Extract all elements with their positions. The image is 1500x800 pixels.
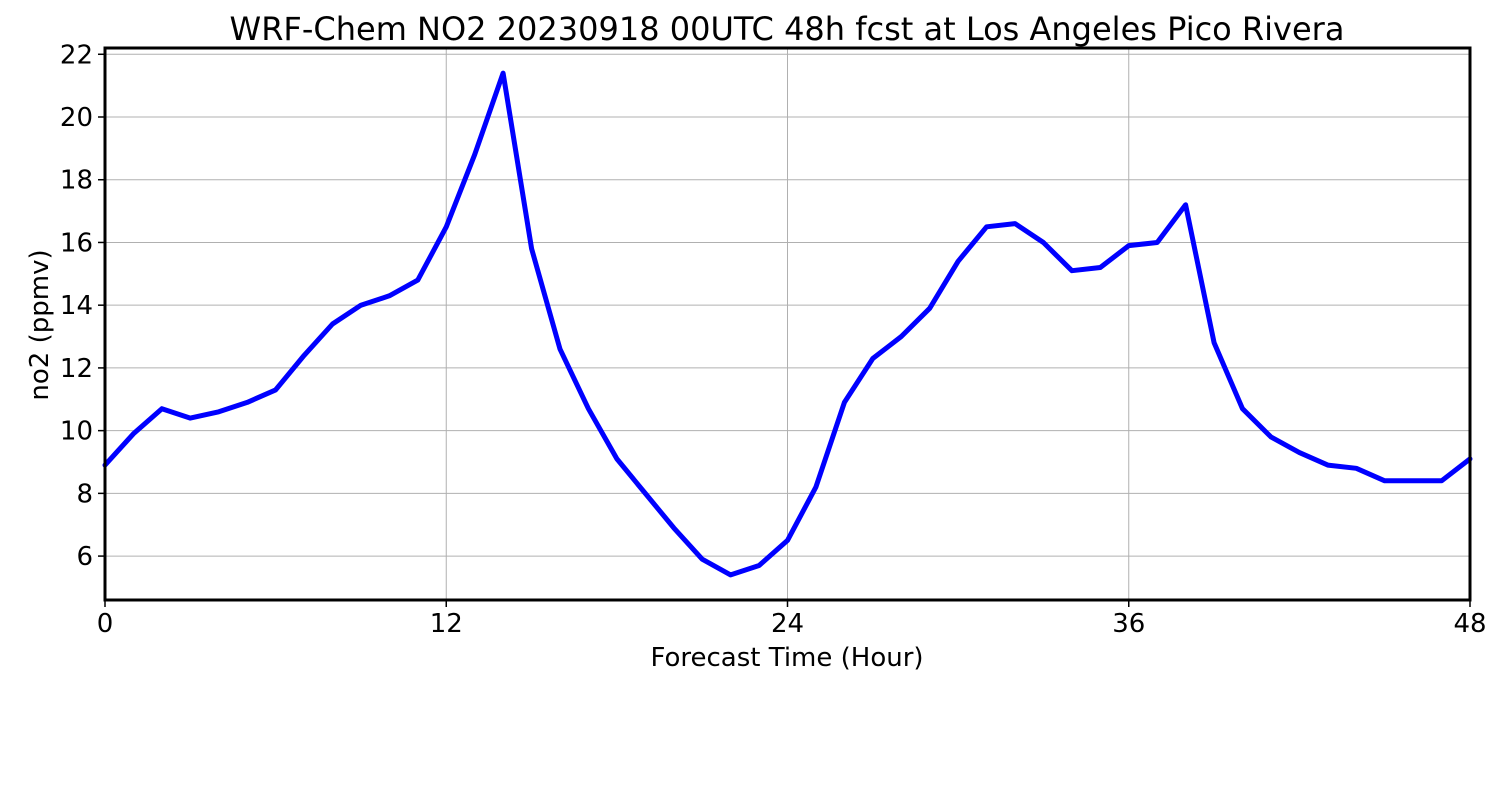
y-tick-label: 8 xyxy=(76,479,93,509)
y-tick-label: 12 xyxy=(60,354,93,384)
x-tick-label: 24 xyxy=(771,609,804,639)
grid-lines xyxy=(104,48,1471,600)
x-tick-label: 0 xyxy=(97,609,114,639)
y-tick-label: 20 xyxy=(60,103,93,133)
y-axis-label: no2 (ppmv) xyxy=(25,249,55,400)
x-tick-label: 48 xyxy=(1453,609,1486,639)
y-tick-label: 18 xyxy=(60,166,93,196)
y-tick-label: 10 xyxy=(60,417,93,447)
x-tick-label: 12 xyxy=(430,609,463,639)
plot-area xyxy=(102,70,1473,578)
chart-title: WRF-Chem NO2 20230918 00UTC 48h fcst at … xyxy=(230,10,1345,48)
series-line xyxy=(102,70,1473,578)
y-tick-label: 14 xyxy=(60,291,93,321)
y-tick-label: 22 xyxy=(60,40,93,70)
y-tick-label: 6 xyxy=(76,542,93,572)
axis-ticks: 0 12 24 36 48 6 8 10 12 14 16 18 20 22 xyxy=(60,40,1487,639)
x-axis-label: Forecast Time (Hour) xyxy=(650,643,923,673)
y-tick-label: 16 xyxy=(60,228,93,258)
x-tick-label: 36 xyxy=(1112,609,1145,639)
